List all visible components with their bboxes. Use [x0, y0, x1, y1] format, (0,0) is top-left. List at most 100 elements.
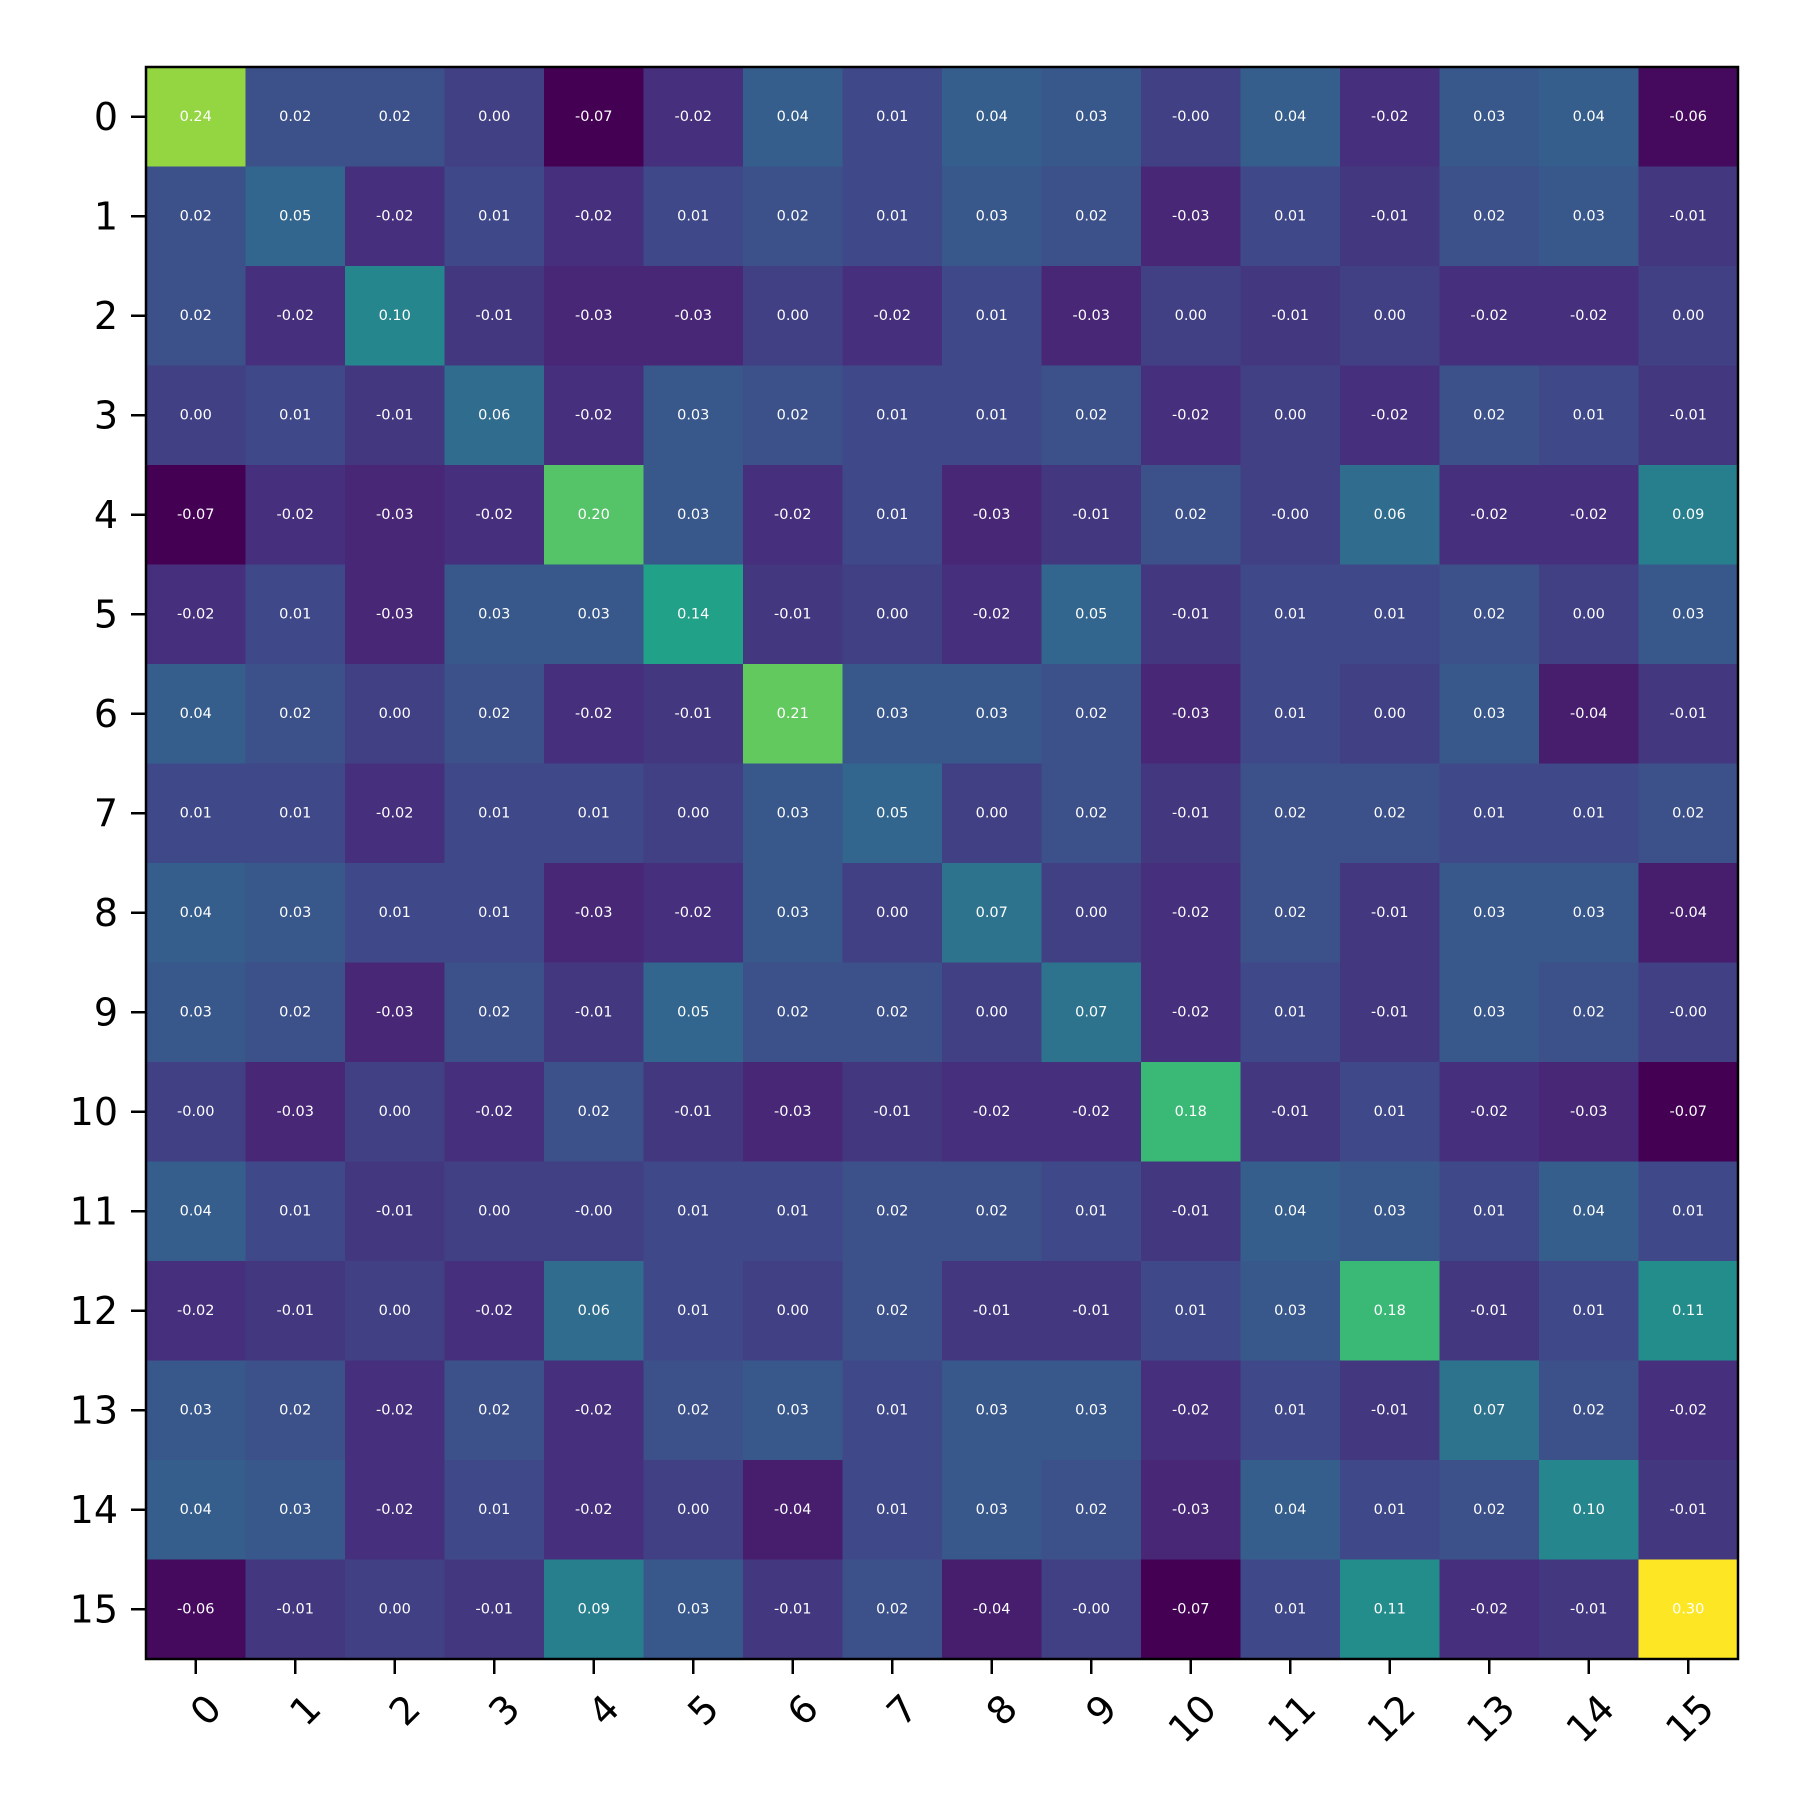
cell-value-label-r11-c12: 0.03 [1374, 1203, 1406, 1219]
heatmap-cell-r15-c14 [1539, 1559, 1640, 1660]
heatmap-cell-r11-c4 [544, 1161, 645, 1262]
cell-value-label-r13-c8: 0.03 [976, 1402, 1008, 1418]
heatmap-cell-r10-c13 [1439, 1062, 1540, 1163]
heatmap-cell-r13-c0 [146, 1360, 247, 1461]
cell-value-label-r3-c3: 0.06 [478, 407, 510, 423]
heatmap-cell-r4-c9 [1041, 465, 1142, 566]
heatmap-cell-r4-c12 [1340, 465, 1441, 566]
cell-value-label-r13-c11: 0.01 [1274, 1402, 1306, 1418]
cell-value-label-r2-c14: -0.02 [1570, 308, 1608, 324]
heatmap-cell-r13-c7 [842, 1360, 943, 1461]
cell-value-label-r14-c8: 0.03 [976, 1502, 1008, 1518]
cell-value-label-r9-c5: 0.05 [677, 1004, 709, 1020]
cell-value-label-r4-c15: 0.09 [1672, 507, 1704, 523]
cell-value-label-r5-c13: 0.02 [1473, 606, 1505, 622]
cell-value-label-r6-c5: -0.01 [674, 706, 712, 722]
heatmap-cell-r11-c7 [842, 1161, 943, 1262]
heatmap-cell-r12-c12 [1340, 1261, 1441, 1362]
heatmap-cell-r0-c7 [842, 67, 943, 168]
heatmap-cell-r9-c9 [1041, 962, 1142, 1063]
heatmap-cell-r1-c6 [743, 166, 844, 267]
heatmap-cell-r12-c7 [842, 1261, 943, 1362]
heatmap-cell-r5-c1 [245, 564, 346, 665]
heatmap-cell-r8-c5 [643, 863, 744, 964]
heatmap-cell-r5-c11 [1240, 564, 1341, 665]
cell-value-label-r9-c15: -0.00 [1669, 1004, 1707, 1020]
heatmap-cell-r14-c5 [643, 1460, 744, 1561]
heatmap-cell-r5-c9 [1041, 564, 1142, 665]
heatmap-cell-r11-c10 [1141, 1161, 1242, 1262]
cell-value-label-r4-c2: -0.03 [376, 507, 414, 523]
cell-value-label-r1-c12: -0.01 [1371, 208, 1409, 224]
cell-value-label-r1-c13: 0.02 [1473, 208, 1505, 224]
heatmap-cell-r1-c2 [345, 166, 446, 267]
cell-value-label-r4-c8: -0.03 [973, 507, 1011, 523]
cell-value-label-r2-c11: -0.01 [1271, 308, 1309, 324]
cell-value-label-r1-c15: -0.01 [1669, 208, 1707, 224]
y-tick-label-5: 5 [94, 592, 118, 636]
heatmap-cell-r15-c2 [345, 1559, 446, 1660]
heatmap-cell-r6-c12 [1340, 664, 1441, 765]
cell-value-label-r11-c6: 0.01 [777, 1203, 809, 1219]
heatmap-cell-r4-c6 [743, 465, 844, 566]
heatmap-cell-r11-c3 [444, 1161, 545, 1262]
heatmap-cell-r7-c13 [1439, 763, 1540, 864]
heatmap-cell-r2-c6 [743, 266, 844, 367]
heatmap-cell-r0-c9 [1041, 67, 1142, 168]
cell-value-label-r12-c15: 0.11 [1672, 1303, 1704, 1319]
cell-value-label-r0-c3: 0.00 [478, 109, 510, 125]
cell-value-label-r8-c6: 0.03 [777, 905, 809, 921]
cell-value-label-r15-c14: -0.01 [1570, 1601, 1608, 1617]
cell-value-label-r5-c9: 0.05 [1075, 606, 1107, 622]
cell-value-label-r1-c8: 0.03 [976, 208, 1008, 224]
cell-value-label-r14-c11: 0.04 [1274, 1502, 1306, 1518]
cell-value-label-r5-c7: 0.00 [876, 606, 908, 622]
cell-value-label-r13-c15: -0.02 [1669, 1402, 1707, 1418]
cell-value-label-r14-c4: -0.02 [575, 1502, 613, 1518]
heatmap-cell-r5-c4 [544, 564, 645, 665]
heatmap-cell-r1-c9 [1041, 166, 1142, 267]
heatmap-cell-r13-c14 [1539, 1360, 1640, 1461]
heatmap-cell-r1-c12 [1340, 166, 1441, 267]
heatmap-cell-r14-c1 [245, 1460, 346, 1561]
cell-value-label-r15-c1: -0.01 [276, 1601, 314, 1617]
heatmap-cell-r14-c11 [1240, 1460, 1341, 1561]
cell-value-label-r15-c11: 0.01 [1274, 1601, 1306, 1617]
cell-value-label-r11-c9: 0.01 [1075, 1203, 1107, 1219]
heatmap-cell-r0-c14 [1539, 67, 1640, 168]
cell-value-label-r15-c4: 0.09 [578, 1601, 610, 1617]
heatmap-cell-r0-c2 [345, 67, 446, 168]
cell-value-label-r2-c8: 0.01 [976, 308, 1008, 324]
cell-value-label-r6-c3: 0.02 [478, 706, 510, 722]
cell-value-label-r10-c6: -0.03 [774, 1104, 812, 1120]
cell-value-label-r15-c8: -0.04 [973, 1601, 1011, 1617]
cell-value-label-r6-c7: 0.03 [876, 706, 908, 722]
heatmap-cell-r15-c1 [245, 1559, 346, 1660]
heatmap-cell-r8-c8 [942, 863, 1043, 964]
heatmap-cell-r5-c10 [1141, 564, 1242, 665]
heatmap-cell-r15-c15 [1638, 1559, 1739, 1660]
heatmap-cell-r7-c0 [146, 763, 247, 864]
heatmap-cell-r13-c11 [1240, 1360, 1341, 1461]
cell-value-label-r4-c14: -0.02 [1570, 507, 1608, 523]
heatmap-cell-r6-c7 [842, 664, 943, 765]
heatmap-cell-r0-c6 [743, 67, 844, 168]
cell-value-label-r7-c9: 0.02 [1075, 805, 1107, 821]
heatmap-cell-r15-c8 [942, 1559, 1043, 1660]
cell-value-label-r7-c2: -0.02 [376, 805, 414, 821]
cell-value-label-r9-c2: -0.03 [376, 1004, 414, 1020]
heatmap-cell-r9-c4 [544, 962, 645, 1063]
cell-value-label-r3-c9: 0.02 [1075, 407, 1107, 423]
cell-value-label-r14-c13: 0.02 [1473, 1502, 1505, 1518]
cell-value-label-r8-c2: 0.01 [379, 905, 411, 921]
heatmap-cell-r14-c13 [1439, 1460, 1540, 1561]
heatmap-cell-r6-c3 [444, 664, 545, 765]
heatmap-cell-r15-c12 [1340, 1559, 1441, 1660]
cell-value-label-r15-c10: -0.07 [1172, 1601, 1210, 1617]
cell-value-label-r15-c12: 0.11 [1374, 1601, 1406, 1617]
heatmap-cell-r3-c13 [1439, 365, 1540, 466]
heatmap-cell-r14-c3 [444, 1460, 545, 1561]
cell-value-label-r0-c12: -0.02 [1371, 109, 1409, 125]
heatmap-cell-r6-c14 [1539, 664, 1640, 765]
